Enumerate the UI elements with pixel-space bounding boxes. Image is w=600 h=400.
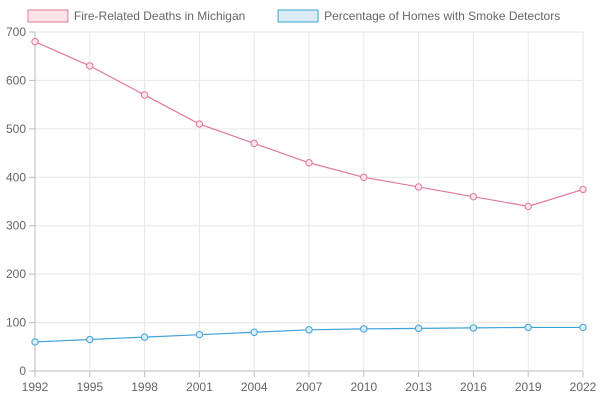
x-tick-label: 2010 [350, 380, 377, 394]
series-layer [31, 37, 587, 346]
y-tick-label: 0 [19, 364, 26, 378]
x-tick-label: 2019 [515, 380, 542, 394]
data-point-series-1 [414, 183, 423, 191]
y-tick-label: 100 [6, 316, 26, 330]
x-tick-label: 2004 [241, 380, 268, 394]
data-point-series-1 [524, 202, 532, 211]
y-tick-label: 300 [6, 219, 26, 233]
data-point-series-2 [469, 324, 478, 332]
data-point-series-1 [579, 185, 587, 194]
y-tick-label: 200 [6, 267, 26, 281]
y-tick-label: 500 [6, 122, 26, 136]
legend-swatch-1 [27, 9, 69, 23]
data-point-series-2 [579, 323, 587, 332]
data-point-series-1 [31, 37, 39, 46]
x-tick-label: 2013 [405, 380, 432, 394]
data-point-series-1 [250, 139, 258, 148]
data-point-series-1 [469, 192, 478, 201]
data-point-series-2 [140, 333, 149, 341]
data-point-series-2 [195, 330, 204, 339]
data-point-series-2 [360, 325, 368, 333]
data-point-series-1 [195, 120, 204, 128]
x-tick-label: 2001 [186, 380, 213, 394]
data-point-series-2 [414, 324, 423, 333]
x-tick-label: 2016 [460, 380, 487, 394]
axes: 0 100 200 300 400 500 600 700 1992 1995 1998 2001 20… [6, 25, 597, 394]
y-tick-label: 700 [6, 25, 26, 39]
data-point-series-1 [86, 62, 94, 70]
data-point-series-1 [360, 173, 368, 181]
data-point-series-2 [31, 338, 39, 346]
y-tick-label: 400 [6, 170, 26, 184]
grid [34, 31, 584, 372]
x-tick-label: 2007 [296, 380, 323, 394]
data-point-series-2 [250, 328, 258, 336]
x-tick-label: 1992 [22, 380, 49, 394]
x-tick-label: 2022 [570, 380, 597, 394]
legend-swatch-2 [277, 9, 319, 23]
data-point-series-1 [305, 159, 313, 167]
data-point-series-1 [140, 91, 149, 99]
x-tick-label: 1998 [131, 380, 158, 394]
data-point-series-2 [524, 323, 532, 332]
data-point-series-2 [86, 335, 94, 344]
x-tick-label: 1995 [76, 380, 103, 394]
y-tick-label: 600 [6, 73, 26, 87]
legend-label-2: Percentage of Homes with Smoke Detectors [324, 9, 560, 23]
legend: Fire-Related Deaths in Michigan Percentag… [27, 9, 560, 23]
legend-label-1: Fire-Related Deaths in Michigan [74, 9, 245, 23]
data-point-series-2 [305, 326, 313, 334]
